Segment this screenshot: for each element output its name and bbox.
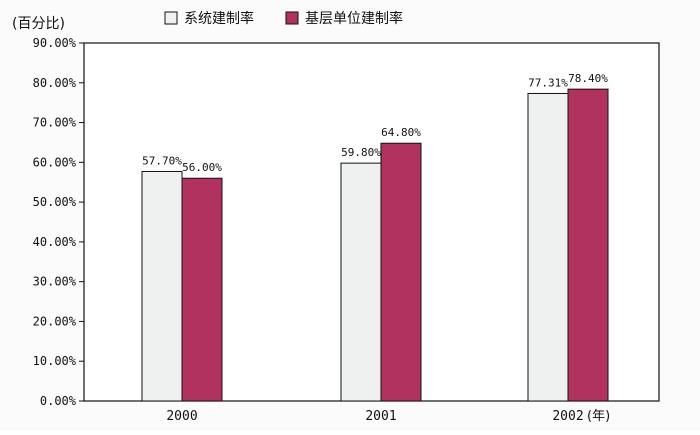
y-tick-label: 50.00% xyxy=(33,195,77,209)
y-tick-label: 90.00% xyxy=(33,36,77,50)
x-tick-label-2001: 2001 xyxy=(365,409,396,424)
y-tick-label: 10.00% xyxy=(33,354,77,368)
data-labels: 57.70%56.00% 59.80%64.80% 77.31% 78.40% xyxy=(142,72,608,174)
y-tick-label: 60.00% xyxy=(33,155,77,169)
bar-grassroots-rate xyxy=(181,177,223,402)
y-tick-label: 20.00% xyxy=(33,314,77,328)
legend-label-series-2: 基层单位建制率 xyxy=(305,10,403,27)
bar-grassroots-rate xyxy=(380,142,422,402)
legend-label-series-1: 系统建制率 xyxy=(184,10,254,27)
y-tick-label: 30.00% xyxy=(33,275,77,289)
bar-system-rate xyxy=(527,92,569,402)
bar-value-label: 59.80% xyxy=(341,146,381,159)
bar-value-label: 77.31% xyxy=(528,76,568,89)
legend-swatch-series-1 xyxy=(164,11,178,25)
y-tick-label: 70.00% xyxy=(33,116,77,130)
bar-value-label: 64.80% xyxy=(381,126,421,139)
x-unit-label: (年) xyxy=(587,409,610,424)
y-tick-label: 40.00% xyxy=(33,235,77,249)
x-tick-label-2002: 2002 xyxy=(552,409,583,424)
legend-swatch-series-2 xyxy=(285,11,299,25)
bar-value-label: 57.70% xyxy=(142,154,182,167)
bar-system-rate xyxy=(340,162,382,402)
bar-value-label: 78.40% xyxy=(568,72,608,85)
bar-value-label: 56.00% xyxy=(182,161,222,174)
y-axis: 0.00% 10.00% 20.00% 30.00% 40.00% 50.00% 60.00… xyxy=(33,36,84,408)
bar-system-rate xyxy=(141,170,183,402)
y-tick-label: 80.00% xyxy=(33,76,77,90)
bar-grassroots-rate xyxy=(567,88,609,402)
x-tick-label-2000: 2000 xyxy=(166,409,197,424)
y-unit-label: (百分比) xyxy=(12,16,65,32)
legend: 系统建制率 基层单位建制率 xyxy=(164,10,403,27)
bars xyxy=(141,88,609,402)
y-tick-label: 0.00% xyxy=(40,394,77,408)
